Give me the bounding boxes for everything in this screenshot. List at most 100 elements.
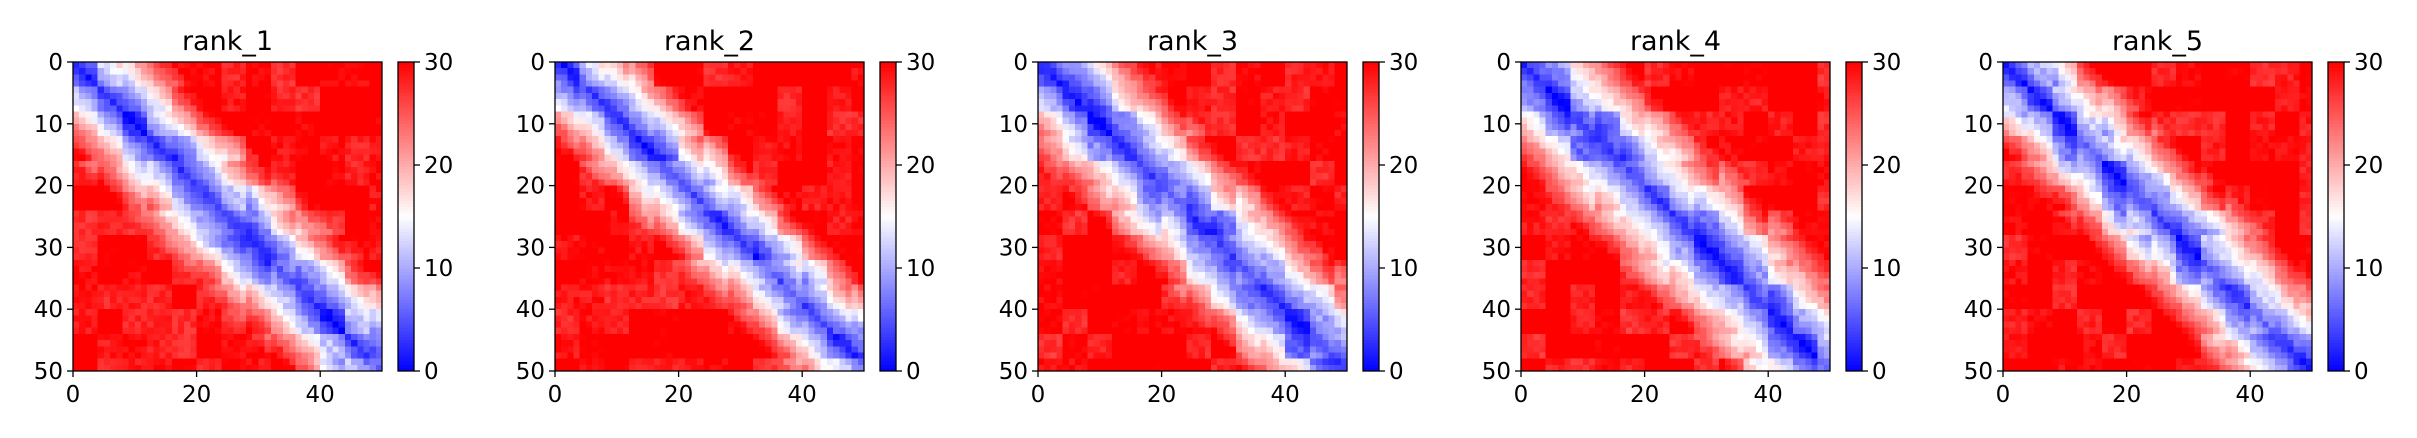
heatmap-cell xyxy=(344,290,352,298)
heatmap-cell xyxy=(171,117,179,125)
heatmap-cell xyxy=(184,191,192,199)
heatmap-cell xyxy=(122,352,130,360)
heatmap-cell xyxy=(839,253,847,261)
heatmap-cell xyxy=(301,117,309,125)
heatmap-cell xyxy=(592,309,599,316)
heatmap-cell xyxy=(326,136,334,143)
heatmap-cell xyxy=(833,278,840,286)
heatmap-cell xyxy=(276,265,284,273)
heatmap-cell xyxy=(703,303,711,310)
heatmap-cell xyxy=(734,259,741,267)
heatmap-cell xyxy=(604,272,612,279)
heatmap-cell xyxy=(839,272,847,279)
heatmap-cell xyxy=(246,303,253,310)
heatmap-cell xyxy=(147,333,154,341)
heatmap-cell xyxy=(128,123,136,131)
heatmap-cell xyxy=(252,105,259,113)
heatmap-cell xyxy=(246,241,253,248)
heatmap-cell xyxy=(338,327,346,335)
heatmap-cell xyxy=(178,284,185,292)
heatmap-cell xyxy=(301,197,309,205)
heatmap-cell xyxy=(820,105,828,113)
heatmap-cell xyxy=(73,222,80,230)
heatmap-cell xyxy=(202,117,210,125)
heatmap-cell xyxy=(857,197,865,205)
heatmap-cell xyxy=(666,278,674,286)
heatmap-cell xyxy=(184,173,192,181)
heatmap-cell xyxy=(147,154,154,162)
heatmap-cell xyxy=(666,191,674,199)
heatmap-cell xyxy=(728,333,735,341)
heatmap-cell xyxy=(666,321,674,329)
heatmap-cell xyxy=(740,241,748,248)
heatmap-cell xyxy=(641,253,649,261)
heatmap-cell xyxy=(258,74,266,82)
heatmap-cell xyxy=(820,241,828,248)
heatmap-cell xyxy=(79,284,86,292)
heatmap-cell xyxy=(295,346,303,354)
heatmap-cell xyxy=(178,105,185,113)
heatmap-cell xyxy=(802,333,809,341)
heatmap-cell xyxy=(567,117,575,125)
heatmap-cell xyxy=(709,136,717,143)
heatmap-cell xyxy=(610,62,618,69)
heatmap-cell xyxy=(796,123,803,131)
heatmap-cell xyxy=(116,296,124,304)
heatmap-cell xyxy=(851,253,859,261)
heatmap-cell xyxy=(826,216,834,224)
heatmap-cell xyxy=(592,222,599,230)
heatmap-cell xyxy=(202,253,210,261)
heatmap-cell xyxy=(153,290,161,298)
heatmap-cell xyxy=(746,303,754,310)
heatmap-cell xyxy=(758,259,766,267)
heatmap-cell xyxy=(246,290,253,298)
heatmap-cell xyxy=(802,309,809,316)
heatmap-cell xyxy=(147,247,154,255)
heatmap-cell xyxy=(190,216,198,224)
heatmap-cell xyxy=(610,129,618,137)
heatmap-cell xyxy=(153,105,161,113)
heatmap-cell xyxy=(826,235,834,242)
heatmap-cell xyxy=(765,179,772,187)
heatmap-cell xyxy=(178,259,185,267)
heatmap-cell xyxy=(796,296,803,304)
heatmap-cell xyxy=(134,197,142,205)
heatmap-cell xyxy=(202,148,210,156)
heatmap-cell xyxy=(252,346,259,354)
heatmap-cell xyxy=(820,340,828,347)
heatmap-cell xyxy=(777,303,785,310)
heatmap-cell xyxy=(369,352,377,360)
heatmap-cell xyxy=(573,148,581,156)
heatmap-cell xyxy=(598,173,606,181)
heatmap-cell xyxy=(227,303,235,310)
heatmap-cell xyxy=(103,136,111,143)
heatmap-cell xyxy=(184,321,192,329)
heatmap-cell xyxy=(814,197,822,205)
heatmap-cell xyxy=(826,303,834,310)
heatmap-cell xyxy=(771,228,779,236)
heatmap-cell xyxy=(215,290,222,298)
heatmap-cell xyxy=(153,148,161,156)
heatmap-cell xyxy=(215,333,222,341)
heatmap-cell xyxy=(332,197,340,205)
heatmap-cell xyxy=(592,216,599,224)
heatmap-cell xyxy=(190,210,198,218)
heatmap-cell xyxy=(629,340,636,347)
heatmap-cell xyxy=(184,197,192,205)
heatmap-cell xyxy=(567,315,575,323)
heatmap-cell xyxy=(233,86,241,94)
heatmap-cell xyxy=(320,253,327,261)
heatmap-cell xyxy=(338,315,346,323)
heatmap-cell xyxy=(369,340,377,347)
heatmap-cell xyxy=(307,105,315,113)
heatmap-cell xyxy=(616,185,624,193)
heatmap-cell xyxy=(567,148,575,156)
heatmap-cell xyxy=(264,364,272,372)
heatmap-cell xyxy=(592,235,599,242)
heatmap-cell xyxy=(196,154,204,162)
heatmap-cell xyxy=(307,99,315,106)
heatmap-cell xyxy=(307,167,315,174)
heatmap-cell xyxy=(97,148,105,156)
heatmap-cell xyxy=(147,352,154,360)
heatmap-cell xyxy=(320,154,327,162)
